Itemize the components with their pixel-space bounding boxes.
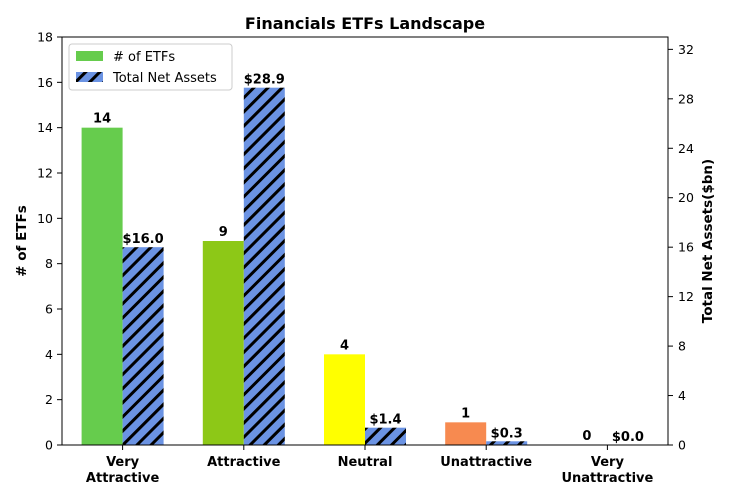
- x-tick-label: Unattractive: [440, 455, 532, 470]
- y-tick-label-right: 8: [678, 339, 686, 354]
- plot-frame: [61, 36, 669, 446]
- y-tick-label-left: 4: [45, 347, 53, 362]
- bar-etf-count: [202, 241, 244, 445]
- bar-etf-count: [81, 127, 123, 446]
- bar-etf-count: [445, 422, 487, 445]
- y-tick-label-left: 14: [37, 120, 53, 135]
- data-label-etf-count: 1: [461, 406, 470, 421]
- legend-swatch-etf-count: [76, 51, 103, 61]
- y-axis-right-title: Total Net Assets($bn): [700, 159, 716, 323]
- bar-net-assets: [365, 427, 406, 445]
- x-tick-label: Neutral: [338, 455, 393, 470]
- data-label-etf-count: 4: [340, 338, 349, 353]
- data-label-net-assets: $0.3: [491, 426, 523, 441]
- y-tick-label-left: 6: [45, 302, 53, 317]
- bar-net-assets: [122, 247, 164, 445]
- bar-net-assets: [486, 441, 528, 445]
- x-tick-label: Very Unattractive: [561, 455, 653, 486]
- data-label-net-assets: $28.9: [244, 73, 285, 88]
- y-tick-label-right: 24: [678, 141, 694, 156]
- y-tick-label-right: 28: [678, 91, 694, 106]
- y-tick-label-left: 16: [37, 75, 53, 90]
- y-tick-label-right: 0: [678, 438, 686, 453]
- x-tick-label: Very Attractive: [86, 455, 160, 486]
- data-label-etf-count: 14: [93, 112, 111, 127]
- y-tick-label-left: 0: [45, 438, 53, 453]
- legend-label-etf-count: # of ETFs: [113, 50, 175, 65]
- y-tick-label-left: 8: [45, 256, 53, 271]
- chart-title: Financials ETFs Landscape: [245, 14, 485, 33]
- bar-net-assets: [243, 87, 285, 445]
- data-label-etf-count: 0: [582, 429, 591, 444]
- x-tick-label: Attractive: [207, 455, 281, 470]
- data-label-etf-count: 9: [219, 225, 228, 240]
- y-tick-label-left: 2: [45, 392, 53, 407]
- legend-swatch-net-assets: [76, 72, 103, 82]
- y-tick-label-right: 4: [678, 388, 686, 403]
- y-tick-label-left: 18: [37, 30, 53, 45]
- y-tick-label-right: 12: [678, 289, 694, 304]
- y-tick-label-right: 16: [678, 240, 694, 255]
- y-axis-left-title: # of ETFs: [14, 205, 30, 277]
- y-tick-label-left: 12: [37, 166, 53, 181]
- data-label-net-assets: $1.4: [369, 413, 401, 428]
- legend: # of ETFs Total Net Assets: [68, 43, 233, 91]
- y-tick-label-right: 20: [678, 190, 694, 205]
- y-tick-label-left: 10: [37, 211, 53, 226]
- bar-etf-count: [324, 354, 365, 445]
- legend-label-net-assets: Total Net Assets: [112, 71, 217, 86]
- data-label-net-assets: $16.0: [123, 232, 164, 247]
- legend-box: [68, 43, 233, 91]
- y-tick-label-right: 32: [678, 42, 694, 57]
- data-label-net-assets: $0.0: [612, 430, 644, 445]
